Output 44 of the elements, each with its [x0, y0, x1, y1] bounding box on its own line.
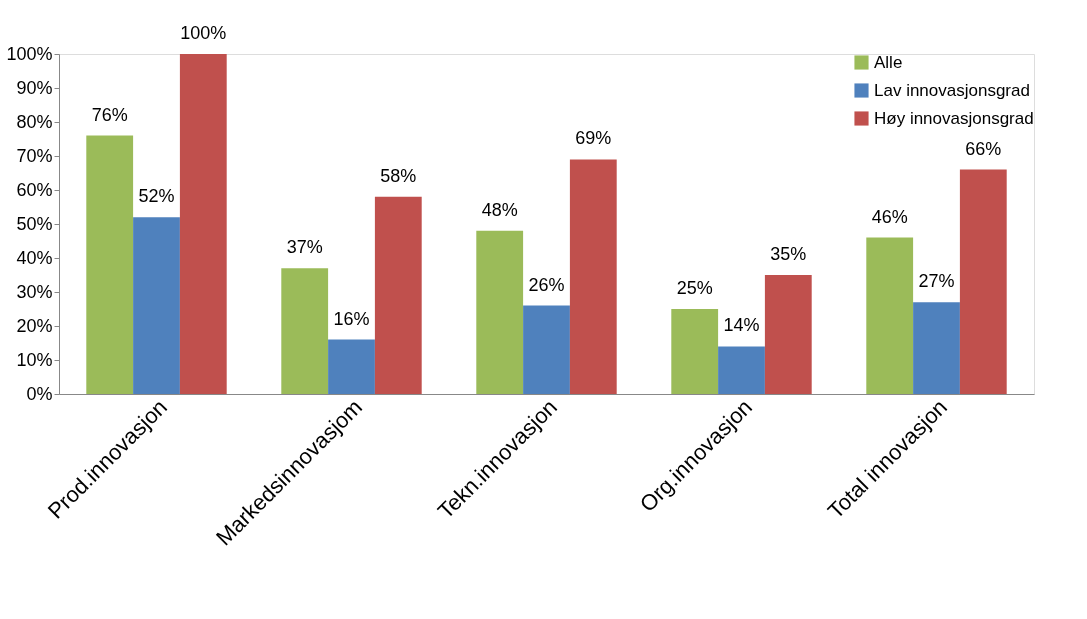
- y-tick-label: 30%: [16, 281, 53, 302]
- data-label: 16%: [333, 308, 370, 329]
- y-tick-label: 20%: [16, 315, 53, 336]
- bar: [671, 309, 719, 394]
- y-tick-label: 40%: [16, 247, 53, 268]
- data-label: 69%: [575, 128, 612, 149]
- bar: [959, 169, 1007, 394]
- bar: [913, 302, 960, 394]
- data-label: 58%: [380, 165, 417, 186]
- y-tick-label: 60%: [16, 179, 53, 200]
- data-label: 100%: [180, 23, 227, 43]
- legend-label: Lav innovasjonsgrad: [874, 80, 1030, 100]
- data-label: 26%: [528, 274, 565, 295]
- legend-label: Alle: [874, 52, 903, 72]
- y-tick-label: 90%: [16, 77, 53, 98]
- data-label: 76%: [91, 104, 128, 125]
- bar: [523, 305, 570, 394]
- bar: [866, 237, 914, 394]
- legend-label: Høy innovasjonsgrad: [874, 108, 1034, 128]
- bar: [476, 230, 524, 394]
- bar: [764, 275, 812, 394]
- data-label: 48%: [481, 199, 518, 220]
- y-tick-label: 0%: [26, 383, 53, 404]
- data-label: 52%: [138, 186, 175, 207]
- data-label: 25%: [676, 278, 713, 298]
- data-label: 35%: [770, 244, 807, 264]
- bar: [133, 217, 180, 394]
- y-tick-label: 70%: [16, 145, 53, 166]
- data-label: 46%: [871, 206, 908, 227]
- bar: [569, 159, 617, 394]
- bar: [281, 268, 329, 394]
- y-tick-label: 50%: [16, 213, 53, 234]
- y-tick-label: 80%: [16, 111, 53, 132]
- bar: [718, 346, 765, 394]
- data-label: 66%: [965, 138, 1002, 159]
- y-tick-label: 10%: [16, 349, 53, 370]
- data-label: 37%: [286, 237, 323, 258]
- data-label: 27%: [918, 271, 955, 292]
- bar: [86, 135, 134, 394]
- bar: [179, 54, 227, 394]
- data-label: 14%: [723, 315, 760, 336]
- bar: [328, 339, 375, 394]
- y-tick-label: 100%: [6, 43, 53, 64]
- bar: [374, 196, 422, 394]
